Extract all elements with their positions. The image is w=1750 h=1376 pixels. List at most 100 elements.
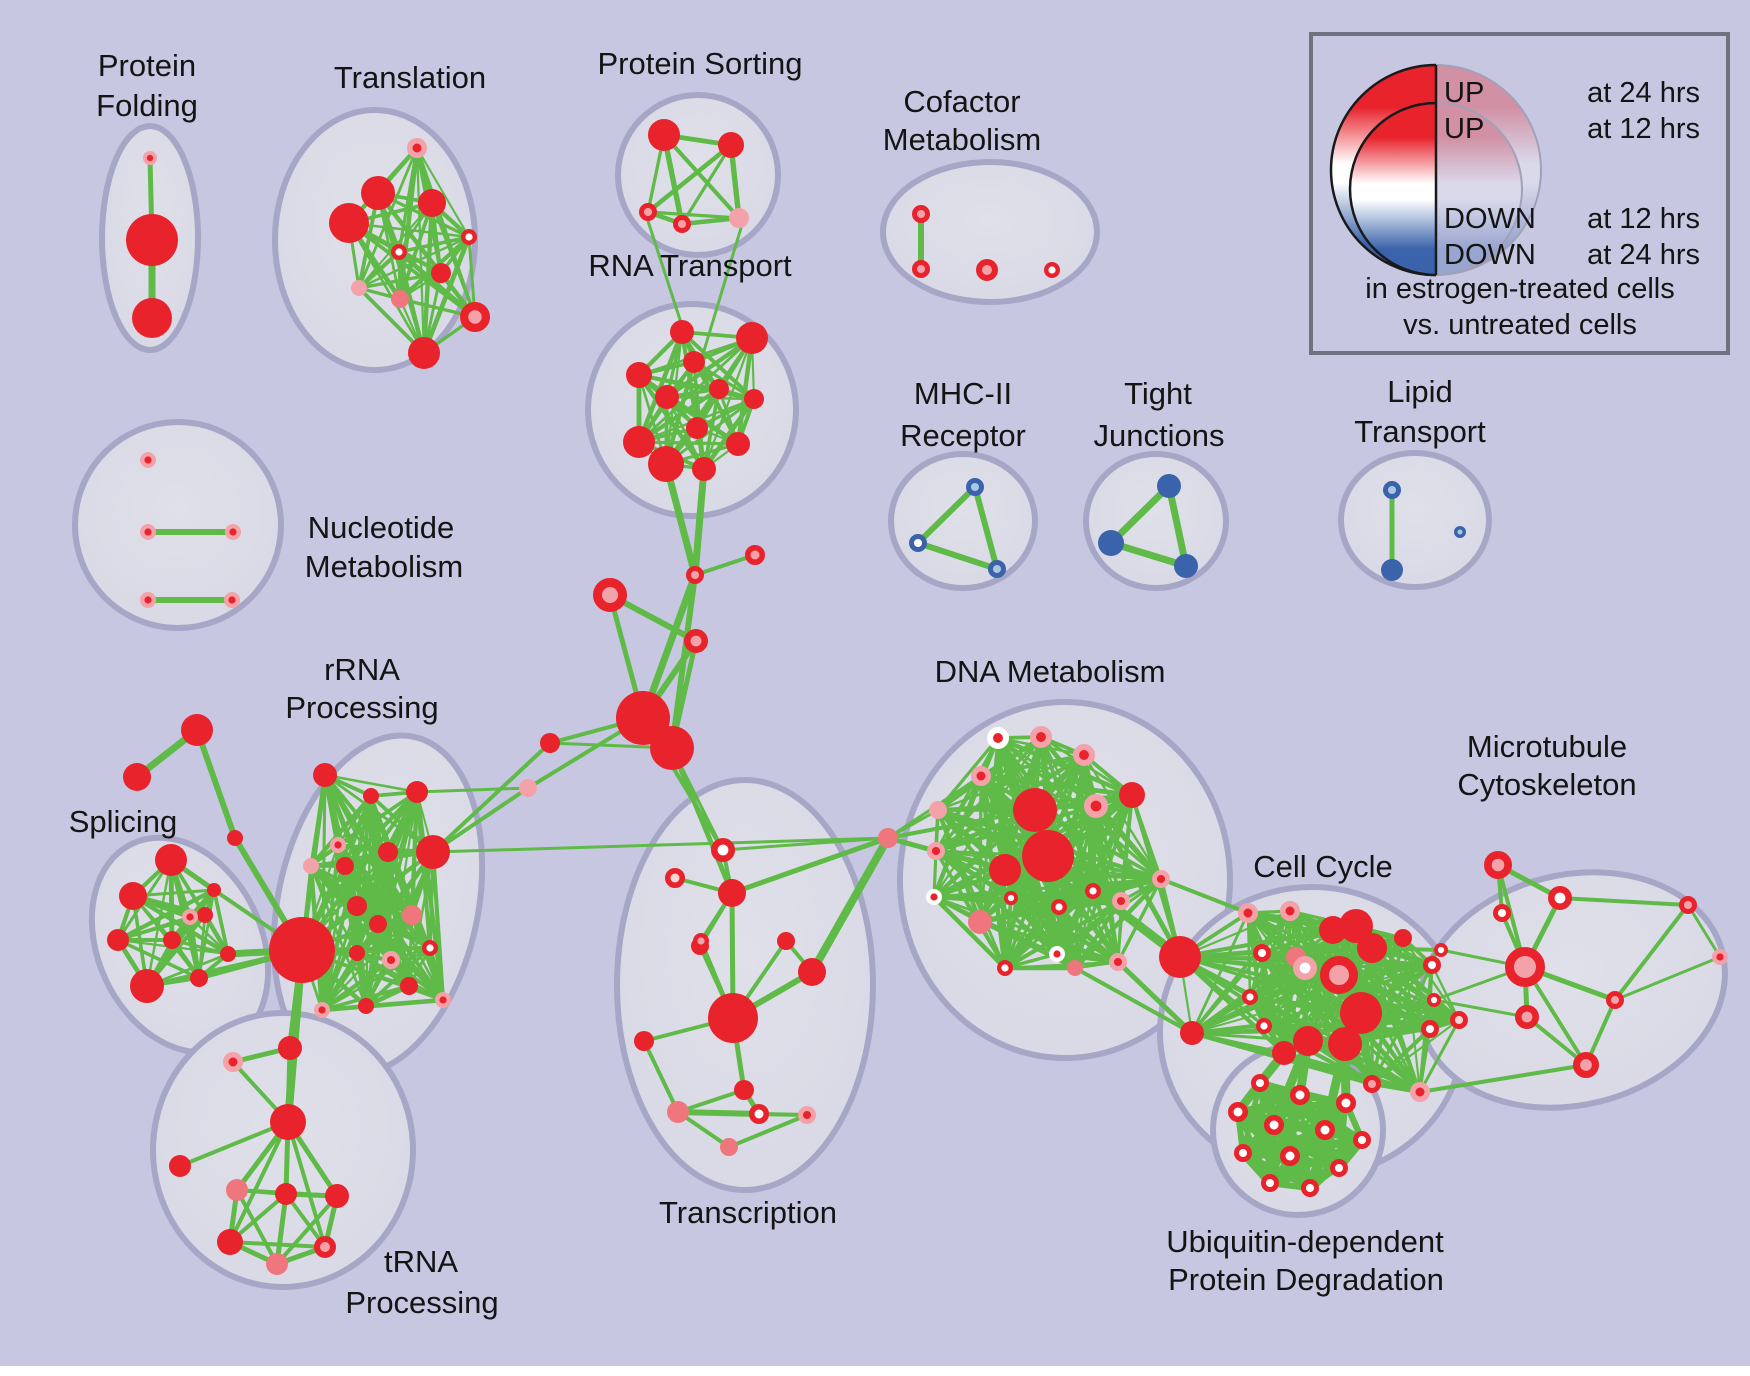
edge [1337,973,1461,1022]
gene-node-red [207,883,221,897]
edge [431,836,890,854]
gene-node-redRingWhite [1420,1019,1439,1038]
gene-node-red [650,726,694,770]
gene-node-red [155,844,187,876]
edge [1191,964,1433,1034]
edge [1613,955,1722,1002]
gene-node-red [416,835,450,869]
cluster-label-mhc-ii-receptor: Receptor [900,418,1026,453]
gene-node-redRingWhite [1255,1018,1272,1035]
gene-node-pinkRingRed [1084,793,1109,818]
cluster-label-protein-folding: Folding [96,88,198,123]
gene-node-red [363,788,379,804]
gene-node-redRingWhite [1043,262,1060,279]
gene-node-whiteRingRed [987,727,1010,750]
gene-node-red [1357,933,1387,963]
gene-node-redRingWhite [997,960,1014,977]
gene-node-redRingWhite [1252,943,1271,962]
legend-direction-3: DOWN [1444,239,1536,271]
gene-node-red [1293,1026,1323,1056]
edge [194,727,238,841]
edge [116,915,192,942]
legend-ring-left-half [1329,63,1436,277]
gene-node-red [369,915,387,933]
edge [347,221,426,355]
edge [1177,954,1287,1056]
gene-node-redRingWhite [1422,955,1441,974]
edge [1266,1164,1343,1187]
gene-node-blue [1174,554,1198,578]
cluster-label-dna-metabolism: DNA Metabolism [935,654,1166,689]
gene-node-red [686,417,708,439]
legend: UP at 24 hrs UP at 12 hrs DOWN at 12 hrs DOWN a… [1309,32,1730,355]
gene-node-redRingWhite [391,243,408,260]
gene-node-lightpink [729,208,749,228]
gene-node-red [744,389,764,409]
legend-direction-2: DOWN [1444,203,1536,235]
gene-node-red [692,457,716,481]
gene-node-redRingPink [638,203,657,222]
edge [178,1120,290,1168]
network-nodes [107,119,1728,1275]
edge [115,887,217,943]
cluster-label-cofactor-metabolism: Metabolism [883,122,1042,157]
gene-node-red [123,763,151,791]
cluster-label-lipid-transport: Transport [1354,414,1486,449]
cluster-label-tight-junctions: Junctions [1094,418,1225,453]
edge [356,249,402,291]
gene-node-redRingPink [1572,1051,1599,1078]
edge [235,1188,279,1266]
edge [931,894,1008,971]
edge [415,146,471,239]
cluster-label-nucleotide-metabolism: Nucleotide [308,510,454,545]
gene-node-red [1340,992,1382,1034]
edge [886,808,1037,840]
edge [212,888,230,956]
gene-node-red [683,351,705,373]
edge [972,484,1000,572]
gene-node-redRingPink [1320,956,1358,994]
legend-time-1: at 12 hrs [1587,113,1700,145]
edge [1003,877,1163,970]
gene-node-pinkRingRed [1151,869,1170,888]
gene-node-red [361,176,395,210]
gene-node-pinkRingRed [330,837,347,854]
gene-node-pinkRingRed [382,950,401,969]
edge [188,915,230,956]
edge [421,234,472,356]
bottom-margin [0,1366,1750,1376]
gene-node-pinkRingRed [223,592,240,609]
gene-node-red [418,189,446,217]
gene-node-red [313,763,337,787]
gene-node-pink [1067,960,1083,976]
edge [932,877,1163,899]
edge [286,1120,327,1249]
gene-node-redRingPink [1605,990,1624,1009]
gene-node-blueRingLight [987,559,1006,578]
gene-node-redRingWhite [1264,1115,1284,1135]
edge [1269,1036,1313,1130]
cluster-bubble-cofactor-metabolism [880,159,1100,305]
edge [978,773,1135,798]
gene-node-redRingPink [1483,850,1512,879]
edge [662,460,699,579]
edge [691,465,708,579]
edge [187,914,202,981]
edge [308,793,374,869]
edge [320,904,359,1012]
gene-node-redRingWhite [1315,1120,1335,1140]
edge [727,1113,809,1149]
gene-node-blueRingLight [1382,481,1401,500]
edge [1401,936,1461,1022]
gene-node-lightpink [303,858,319,874]
cluster-label-protein-folding: Protein [98,48,196,83]
legend-caption-line1: in estrogen-treated cells [1365,273,1675,305]
legend-direction-0: UP [1444,77,1484,109]
edge [1003,952,1059,970]
gene-node-pinkRingRed [1030,726,1053,749]
gene-node-red [708,993,758,1043]
gene-node-redRingWhite [1492,903,1511,922]
edge [664,397,756,466]
edge [702,336,754,471]
edge [1430,963,1461,1022]
